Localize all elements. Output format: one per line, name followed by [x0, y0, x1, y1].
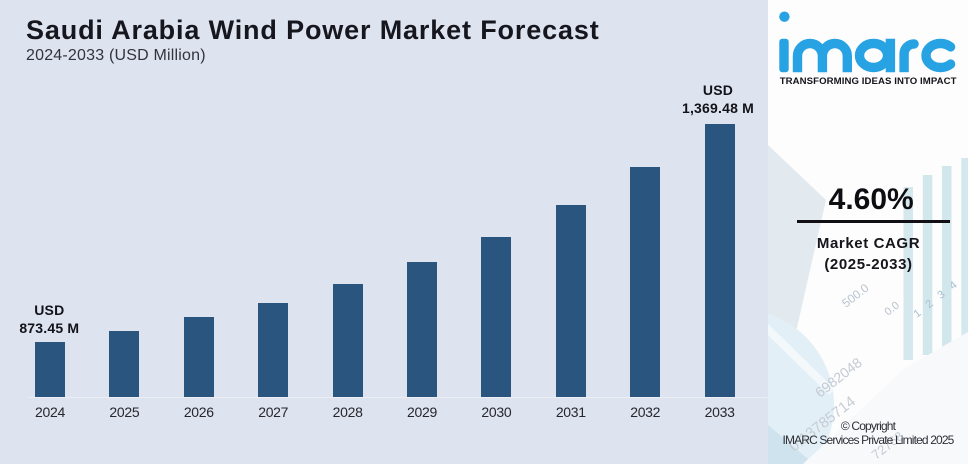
svg-text:500.0: 500.0 — [839, 281, 872, 311]
svg-text:0.0: 0.0 — [882, 299, 901, 318]
svg-text:1 2 3 4: 1 2 3 4 — [911, 277, 961, 320]
